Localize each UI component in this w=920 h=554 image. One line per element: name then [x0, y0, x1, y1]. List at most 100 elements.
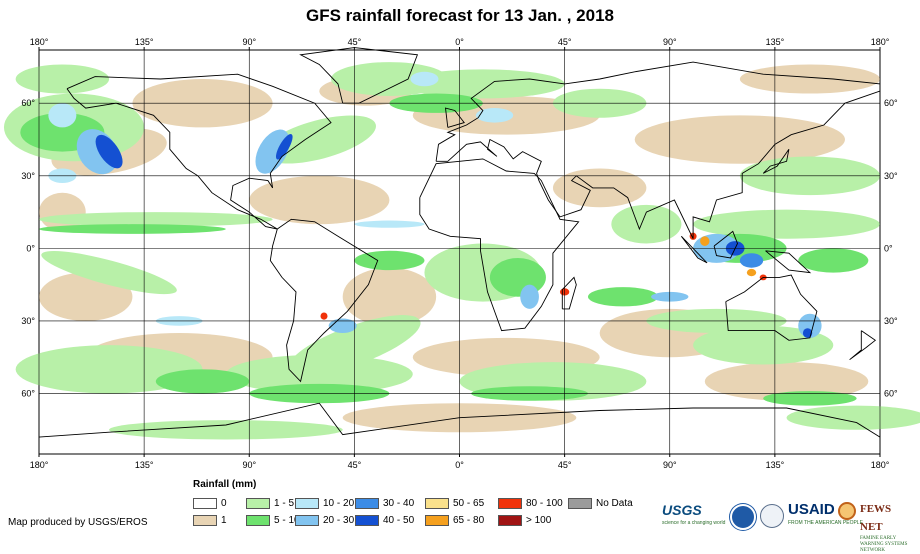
- legend-title: Rainfall (mm): [193, 479, 257, 490]
- coastline: [713, 230, 738, 259]
- legend-swatch: [295, 498, 319, 509]
- bottom-longitude-label: 180°: [30, 460, 49, 470]
- left-latitude-label: 60°: [21, 389, 35, 399]
- top-longitude-label: 0°: [455, 37, 464, 47]
- right-latitude-label: 0°: [884, 243, 893, 253]
- rainfall-area: [48, 103, 77, 128]
- legend-swatch: [355, 498, 379, 509]
- rainfall-area: [401, 69, 565, 99]
- rainfall-area: [255, 129, 290, 174]
- rainfall-area: [587, 287, 659, 307]
- legend-label: 10 - 20: [323, 498, 355, 509]
- coastline: [849, 330, 877, 361]
- rainfall-area: [739, 253, 764, 268]
- bottom-longitude-label: 45°: [348, 460, 362, 470]
- legend-swatch: [193, 515, 217, 526]
- left-latitude-label: 30°: [21, 316, 35, 326]
- rainfall-area: [39, 224, 226, 234]
- coastline: [561, 276, 577, 310]
- rainfall-area: [786, 405, 920, 430]
- legend-swatch: [246, 515, 270, 526]
- left-latitude-label: 30°: [21, 171, 35, 181]
- fews-net-logo: FEWS NET FAMINE EARLY WARNING SYSTEMS NE…: [838, 500, 916, 553]
- top-longitude-label: 90°: [242, 37, 256, 47]
- top-longitude-label: 135°: [766, 37, 785, 47]
- legend-label: 20 - 30: [323, 515, 355, 526]
- coastline: [765, 250, 812, 274]
- coastline: [444, 107, 465, 128]
- partner-logos: USGS science for a changing world USAID …: [660, 500, 916, 553]
- top-longitude-label: 180°: [871, 37, 890, 47]
- rainfall-area: [41, 250, 177, 295]
- rainfall-area: [693, 209, 880, 239]
- coastline: [681, 235, 708, 264]
- left-latitude-label: 0°: [26, 243, 35, 253]
- noaa-seal-icon: [730, 504, 756, 530]
- bottom-longitude-label: 45°: [558, 460, 572, 470]
- right-latitude-label: 60°: [884, 389, 898, 399]
- top-longitude-label: 45°: [348, 37, 362, 47]
- legend-swatch: [246, 498, 270, 509]
- legend-swatch: [425, 515, 449, 526]
- rainfall-legend: 0 1 1 - 5 5 - 10 10 - 20 20 - 30 30 - 40 40 - 5…: [193, 498, 653, 532]
- rainfall-area: [520, 284, 539, 309]
- rainfall-area: [354, 220, 425, 228]
- rainfall-area: [95, 134, 123, 169]
- legend-swatch: [355, 515, 379, 526]
- legend-label: 5 - 10: [274, 515, 300, 526]
- top-longitude-label: 180°: [30, 37, 49, 47]
- rainfall-area: [611, 204, 682, 244]
- legend-swatch: [498, 515, 522, 526]
- legend-label: 65 - 80: [453, 515, 485, 526]
- rainfall-area: [739, 64, 881, 94]
- bottom-longitude-label: 0°: [455, 460, 464, 470]
- usgs-logo: USGS science for a changing world: [662, 500, 725, 532]
- legend-label: 80 - 100: [526, 498, 563, 509]
- rainfall-area: [342, 267, 437, 326]
- top-longitude-label: 135°: [135, 37, 154, 47]
- legend-label: 40 - 50: [383, 515, 415, 526]
- usaid-tagline: FROM THE AMERICAN PEOPLE: [788, 520, 863, 526]
- fews-net-logo-text: FEWS NET: [860, 503, 892, 533]
- top-longitude-label: 90°: [663, 37, 677, 47]
- usaid-logo-text: USAID: [788, 501, 835, 518]
- rainfall-area: [275, 133, 293, 160]
- rainfall-area: [634, 115, 845, 164]
- coastline: [269, 218, 379, 383]
- rainfall-area: [700, 236, 710, 246]
- rainfall-area: [693, 325, 834, 365]
- rainfall-area: [763, 391, 857, 406]
- rainfall-area: [746, 268, 757, 277]
- coastline: [435, 61, 881, 239]
- legend-label: 0: [221, 498, 227, 509]
- rainfall-area: [262, 115, 376, 164]
- coastline: [419, 158, 580, 332]
- bottom-longitude-label: 135°: [766, 460, 785, 470]
- right-latitude-label: 30°: [884, 171, 898, 181]
- rainfall-area: [704, 362, 869, 401]
- credit-text: Map produced by USGS/EROS: [8, 517, 148, 528]
- right-latitude-label: 60°: [884, 98, 898, 108]
- bottom-longitude-label: 135°: [135, 460, 154, 470]
- rainfall-map: 180° 180° 135° 135° 90° 90° 45° 45° 0° 0° 45° 45° 90…: [3, 37, 920, 470]
- rainfall-area: [15, 64, 110, 94]
- usaid-logo: USAID FROM THE AMERICAN PEOPLE: [788, 500, 863, 532]
- rainfall-area: [109, 420, 343, 440]
- top-longitude-label: 45°: [558, 37, 572, 47]
- coastline: [66, 73, 332, 230]
- left-latitude-label: 60°: [21, 98, 35, 108]
- bottom-longitude-label: 90°: [663, 460, 677, 470]
- legend-label: 50 - 65: [453, 498, 485, 509]
- legend-swatch: [425, 498, 449, 509]
- legend-swatch: [295, 515, 319, 526]
- rainfall-area: [802, 328, 813, 338]
- coastline: [725, 274, 818, 341]
- legend-swatch: [568, 498, 592, 509]
- legend-label: 30 - 40: [383, 498, 415, 509]
- usgs-logo-text: USGS: [662, 502, 702, 518]
- usgs-tagline: science for a changing world: [662, 520, 726, 526]
- legend-swatch: [498, 498, 522, 509]
- legend-label: 1 - 5: [274, 498, 295, 509]
- rainfall-area: [410, 71, 439, 87]
- legend-label: > 100: [526, 515, 552, 526]
